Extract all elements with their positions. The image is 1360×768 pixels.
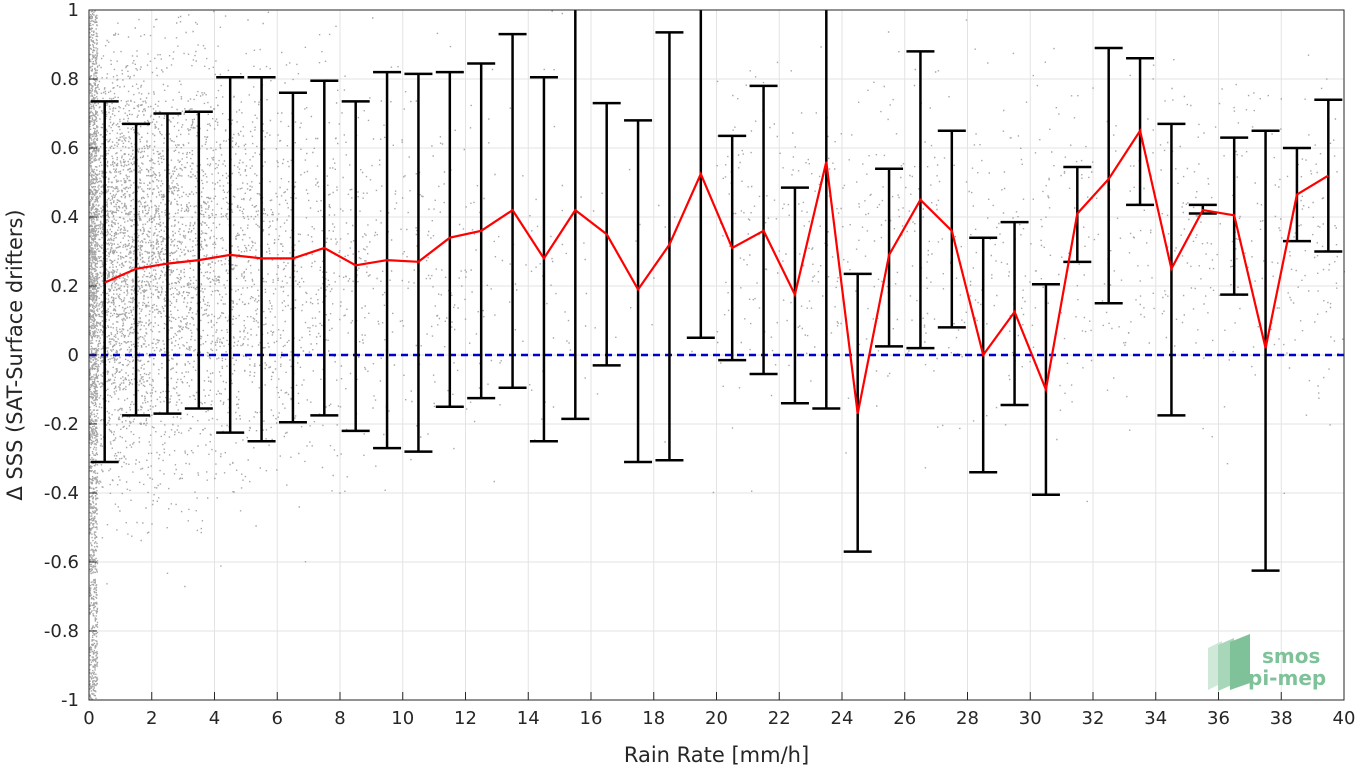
x-tick-label: 10 xyxy=(391,708,414,729)
x-tick-label: 28 xyxy=(956,708,979,729)
x-tick-label: 30 xyxy=(1019,708,1042,729)
y-tick-label: 0.4 xyxy=(50,207,79,228)
logo-text-smos: smos xyxy=(1262,644,1320,668)
y-tick-label: -0.6 xyxy=(44,552,79,573)
x-tick-label: 14 xyxy=(517,708,540,729)
smos-pi-mep-logo: smos pi-mep xyxy=(1208,634,1326,691)
x-tick-label: 24 xyxy=(831,708,854,729)
x-tick-label: 4 xyxy=(209,708,220,729)
x-tick-label: 0 xyxy=(83,708,94,729)
mean-line xyxy=(104,128,1329,414)
logo-text-pi-mep: pi-mep xyxy=(1248,666,1326,690)
y-tick-label: -0.4 xyxy=(44,483,79,504)
y-tick-label: -0.2 xyxy=(44,414,79,435)
tick-labels: 0 2 4 6 8 10 12 14 16 18 20 22 24 26 28 30 32 34 36 38 40-1-… xyxy=(44,0,1356,729)
x-tick-label: 40 xyxy=(1333,708,1356,729)
x-axis-label: Rain Rate [mm/h] xyxy=(624,743,809,767)
x-tick-label: 12 xyxy=(454,708,477,729)
x-tick-label: 36 xyxy=(1207,708,1230,729)
x-tick-label: 2 xyxy=(146,708,157,729)
x-tick-label: 26 xyxy=(893,708,916,729)
x-tick-label: 34 xyxy=(1144,708,1167,729)
x-tick-label: 20 xyxy=(705,708,728,729)
y-tick-label: 0.8 xyxy=(50,69,79,90)
y-tick-label: 0 xyxy=(68,345,79,366)
logo-graphic-icon xyxy=(1208,634,1250,691)
x-tick-label: 38 xyxy=(1270,708,1293,729)
x-tick-label: 32 xyxy=(1082,708,1105,729)
y-tick-label: -0.8 xyxy=(44,621,79,642)
y-tick-label: 0.6 xyxy=(50,138,79,159)
y-tick-label: 1 xyxy=(68,0,79,21)
y-tick-label: 0.2 xyxy=(50,276,79,297)
y-axis-label: Δ SSS (SAT-Surface drifters) xyxy=(3,209,27,500)
y-tick-label: -1 xyxy=(61,690,79,711)
x-tick-label: 22 xyxy=(768,708,791,729)
x-tick-label: 16 xyxy=(580,708,603,729)
x-tick-label: 6 xyxy=(272,708,283,729)
x-tick-label: 18 xyxy=(642,708,665,729)
x-tick-label: 8 xyxy=(334,708,345,729)
